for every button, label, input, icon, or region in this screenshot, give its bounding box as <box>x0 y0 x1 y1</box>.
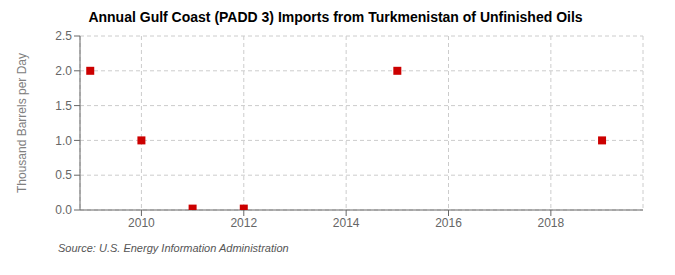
svg-text:1.0: 1.0 <box>55 134 72 148</box>
html-text:Annual Gulf Coast (PADD 3) Imp: Annual Gulf Coast (PADD 3) Imports from … <box>88 9 583 25</box>
svg-text:0.0: 0.0 <box>55 203 72 217</box>
svg-text:2014: 2014 <box>333 216 360 230</box>
svg-text:2016: 2016 <box>435 216 462 230</box>
svg-text:0.5: 0.5 <box>55 168 72 182</box>
svg-text:Thousand Barrels per Day: Thousand Barrels per Day <box>15 53 29 193</box>
svg-text:2012: 2012 <box>230 216 257 230</box>
html-text:Source: U.S. Energy Informatio: Source: U.S. Energy Information Administ… <box>58 242 289 254</box>
svg-text:2.5: 2.5 <box>55 29 72 43</box>
svg-text:2010: 2010 <box>128 216 155 230</box>
svg-text:2.0: 2.0 <box>55 64 72 78</box>
svg-text:1.5: 1.5 <box>55 99 72 113</box>
svg-text:2018: 2018 <box>538 216 565 230</box>
